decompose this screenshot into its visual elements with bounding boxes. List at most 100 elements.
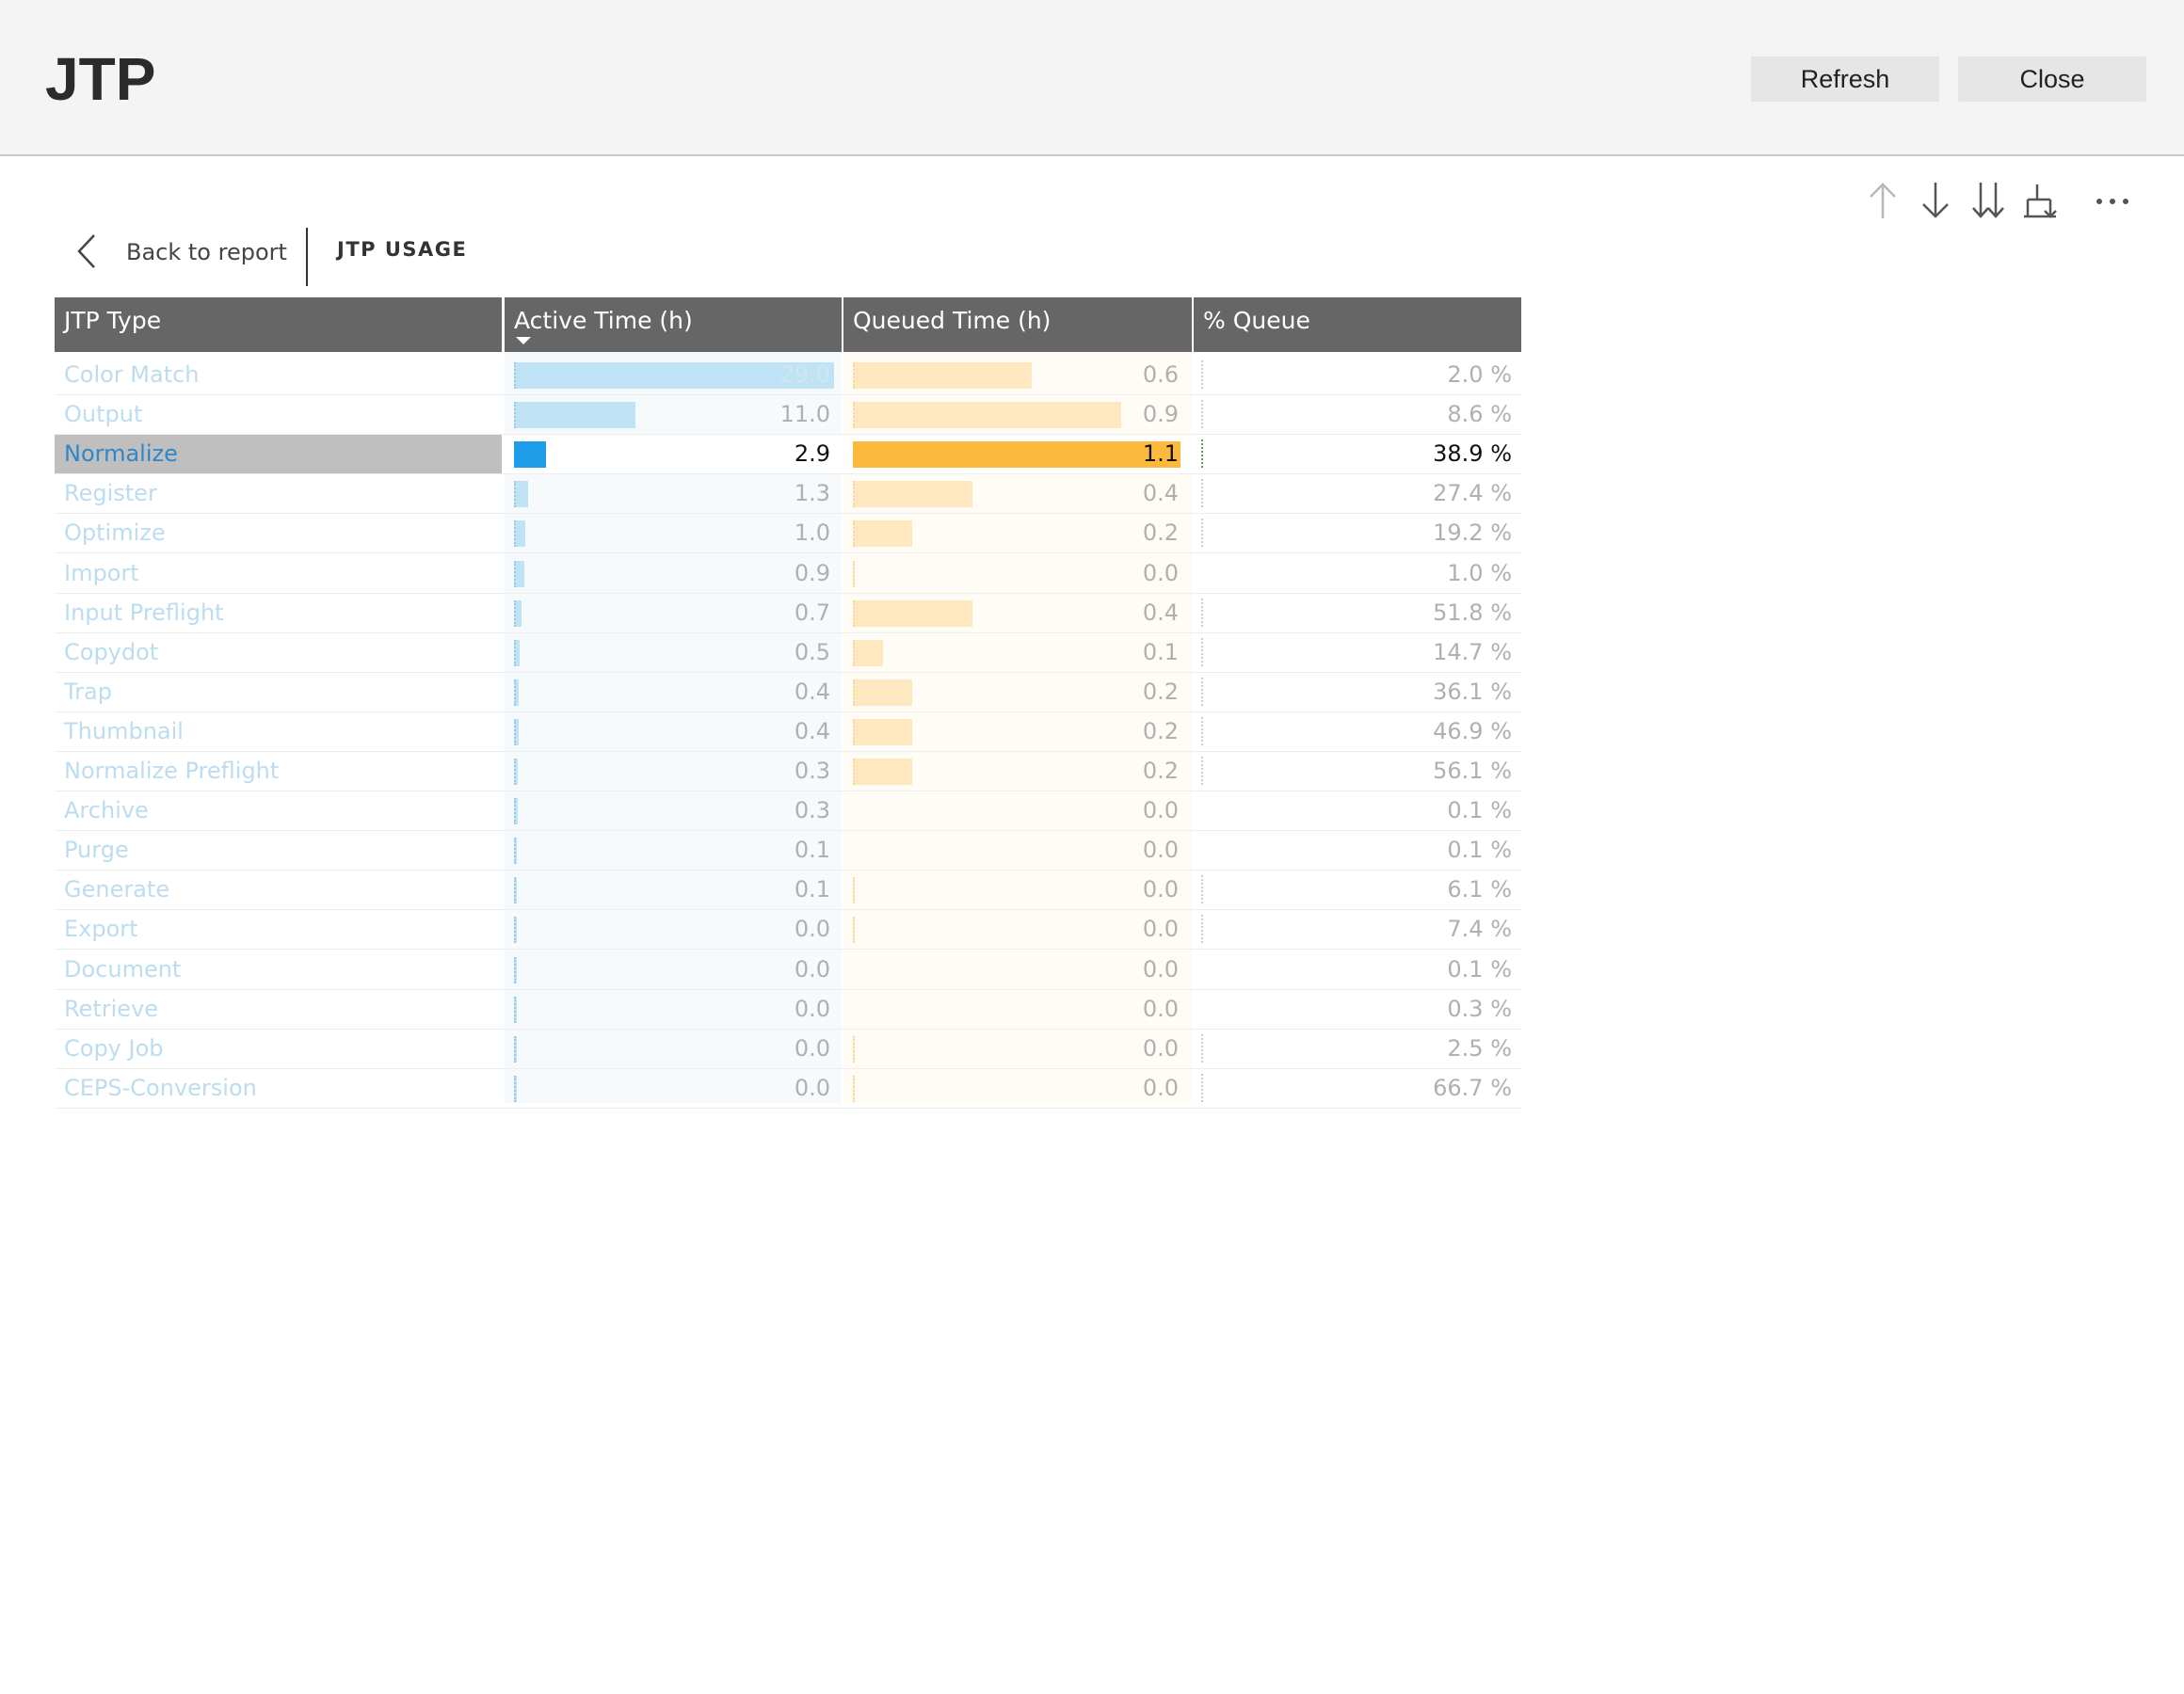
cell-queued-time[interactable]: 0.1 [1142,638,1179,665]
cell-jtp-type[interactable]: Color Match [64,361,200,388]
table-row[interactable]: Color Match 29.0 0.6 2.0 % [55,356,1521,395]
cell-percent-queue[interactable]: 27.4 % [1433,480,1512,507]
back-to-report-link[interactable]: Back to report [70,228,287,277]
cell-percent-queue[interactable]: 0.1 % [1447,955,1512,983]
cell-active-time[interactable]: 0.0 [794,995,830,1022]
cell-active-time[interactable]: 0.1 [794,837,830,864]
cell-queued-time[interactable]: 1.1 [1142,440,1179,468]
refresh-button[interactable]: Refresh [1751,56,1939,102]
cell-jtp-type[interactable]: Output [64,401,143,428]
cell-queued-time[interactable]: 0.4 [1142,599,1179,626]
cell-jtp-type[interactable]: Generate [64,876,170,903]
close-button[interactable]: Close [1958,56,2146,102]
cell-jtp-type[interactable]: Copy Job [64,1034,164,1062]
cell-queued-time[interactable]: 0.2 [1142,519,1179,547]
cell-percent-queue[interactable]: 8.6 % [1447,401,1512,428]
cell-percent-queue[interactable]: 2.0 % [1447,361,1512,388]
cell-jtp-type[interactable]: Thumbnail [64,717,184,744]
table-row[interactable]: Import 0.9 0.0 1.0 % [55,554,1521,594]
table-row[interactable]: Input Preflight 0.7 0.4 51.8 % [55,594,1521,633]
cell-jtp-type[interactable]: Document [64,955,182,983]
header-queued-time[interactable]: Queued Time (h) [843,297,1192,352]
cell-active-time[interactable]: 0.0 [794,1074,830,1101]
table-row[interactable]: Export 0.0 0.0 7.4 % [55,910,1521,951]
cell-active-time[interactable]: 11.0 [779,401,830,428]
cell-percent-queue[interactable]: 36.1 % [1433,678,1512,705]
cell-queued-time[interactable]: 0.0 [1142,837,1179,864]
cell-queued-time[interactable]: 0.2 [1142,717,1179,744]
cell-percent-queue[interactable]: 19.2 % [1433,519,1512,547]
table-row[interactable]: Normalize Preflight 0.3 0.2 56.1 % [55,752,1521,791]
cell-jtp-type[interactable]: Purge [64,837,129,864]
cell-queued-time[interactable]: 0.0 [1142,916,1179,943]
cell-percent-queue[interactable]: 0.1 % [1447,837,1512,864]
cell-active-time[interactable]: 0.0 [794,955,830,983]
table-row[interactable]: Optimize 1.0 0.2 19.2 % [55,514,1521,554]
cell-percent-queue[interactable]: 46.9 % [1433,717,1512,744]
cell-jtp-type[interactable]: Export [64,916,138,943]
cell-active-time[interactable]: 0.5 [794,638,830,665]
cell-active-time[interactable]: 0.1 [794,876,830,903]
cell-active-time[interactable]: 1.3 [794,480,830,507]
cell-queued-time[interactable]: 0.0 [1142,1074,1179,1101]
table-row[interactable]: Purge 0.1 0.0 0.1 % [55,831,1521,871]
table-row[interactable]: Normalize 2.9 1.1 38.9 % [55,435,1521,475]
cell-percent-queue[interactable]: 66.7 % [1433,1074,1512,1101]
table-row[interactable]: CEPS-Conversion 0.0 0.0 66.7 % [55,1069,1521,1109]
cell-percent-queue[interactable]: 0.3 % [1447,995,1512,1022]
cell-percent-queue[interactable]: 2.5 % [1447,1034,1512,1062]
cell-jtp-type[interactable]: Retrieve [64,995,159,1022]
cell-percent-queue[interactable]: 0.1 % [1447,797,1512,824]
cell-jtp-type[interactable]: Import [64,559,139,586]
table-row[interactable]: Copy Job 0.0 0.0 2.5 % [55,1030,1521,1069]
header-active-time[interactable]: Active Time (h) [505,297,842,352]
cell-active-time[interactable]: 29.0 [779,361,830,388]
table-row[interactable]: Register 1.3 0.4 27.4 % [55,474,1521,515]
cell-queued-time[interactable]: 0.0 [1142,1034,1179,1062]
table-row[interactable]: Generate 0.1 0.0 6.1 % [55,871,1521,911]
cell-active-time[interactable]: 0.0 [794,1034,830,1062]
cell-queued-time[interactable]: 0.2 [1142,758,1179,784]
cell-queued-time[interactable]: 0.0 [1142,797,1179,824]
cell-jtp-type[interactable]: Archive [64,797,149,824]
table-row[interactable]: Archive 0.3 0.0 0.1 % [55,791,1521,832]
cell-percent-queue[interactable]: 14.7 % [1433,638,1512,665]
cell-active-time[interactable]: 0.3 [794,758,830,784]
cell-percent-queue[interactable]: 6.1 % [1447,876,1512,903]
cell-percent-queue[interactable]: 7.4 % [1447,916,1512,943]
cell-active-time[interactable]: 0.9 [794,559,830,586]
cell-active-time[interactable]: 2.9 [794,440,830,468]
cell-active-time[interactable]: 1.0 [794,519,830,547]
table-row[interactable]: Output 11.0 0.9 8.6 % [55,395,1521,436]
table-row[interactable]: Copydot 0.5 0.1 14.7 % [55,633,1521,673]
expand-hierarchy-icon[interactable] [2022,179,2060,222]
table-row[interactable]: Document 0.0 0.0 0.1 % [55,951,1521,990]
cell-jtp-type[interactable]: CEPS-Conversion [64,1074,257,1101]
arrow-down-icon[interactable] [1917,179,1954,222]
cell-jtp-type[interactable]: Trap [64,678,112,705]
table-row[interactable]: Trap 0.4 0.2 36.1 % [55,673,1521,712]
cell-queued-time[interactable]: 0.4 [1142,480,1179,507]
header-percent-queue[interactable]: % Queue [1194,297,1521,352]
header-jtp-type[interactable]: JTP Type [55,297,502,352]
cell-active-time[interactable]: 0.0 [794,916,830,943]
double-arrow-down-icon[interactable] [1969,179,2007,222]
cell-queued-time[interactable]: 0.6 [1142,361,1179,388]
cell-queued-time[interactable]: 0.0 [1142,559,1179,586]
table-row[interactable]: Retrieve 0.0 0.0 0.3 % [55,990,1521,1030]
cell-percent-queue[interactable]: 1.0 % [1447,559,1512,586]
cell-jtp-type[interactable]: Optimize [64,519,166,547]
cell-queued-time[interactable]: 0.9 [1142,401,1179,428]
cell-percent-queue[interactable]: 51.8 % [1433,599,1512,626]
more-options-icon[interactable] [2094,179,2131,222]
cell-queued-time[interactable]: 0.2 [1142,678,1179,705]
arrow-up-icon[interactable] [1864,179,1902,222]
cell-percent-queue[interactable]: 38.9 % [1433,440,1512,468]
cell-active-time[interactable]: 0.4 [794,678,830,705]
cell-queued-time[interactable]: 0.0 [1142,995,1179,1022]
cell-active-time[interactable]: 0.3 [794,797,830,824]
cell-jtp-type[interactable]: Register [64,480,157,507]
cell-queued-time[interactable]: 0.0 [1142,955,1179,983]
cell-queued-time[interactable]: 0.0 [1142,876,1179,903]
cell-jtp-type[interactable]: Normalize [55,435,502,474]
